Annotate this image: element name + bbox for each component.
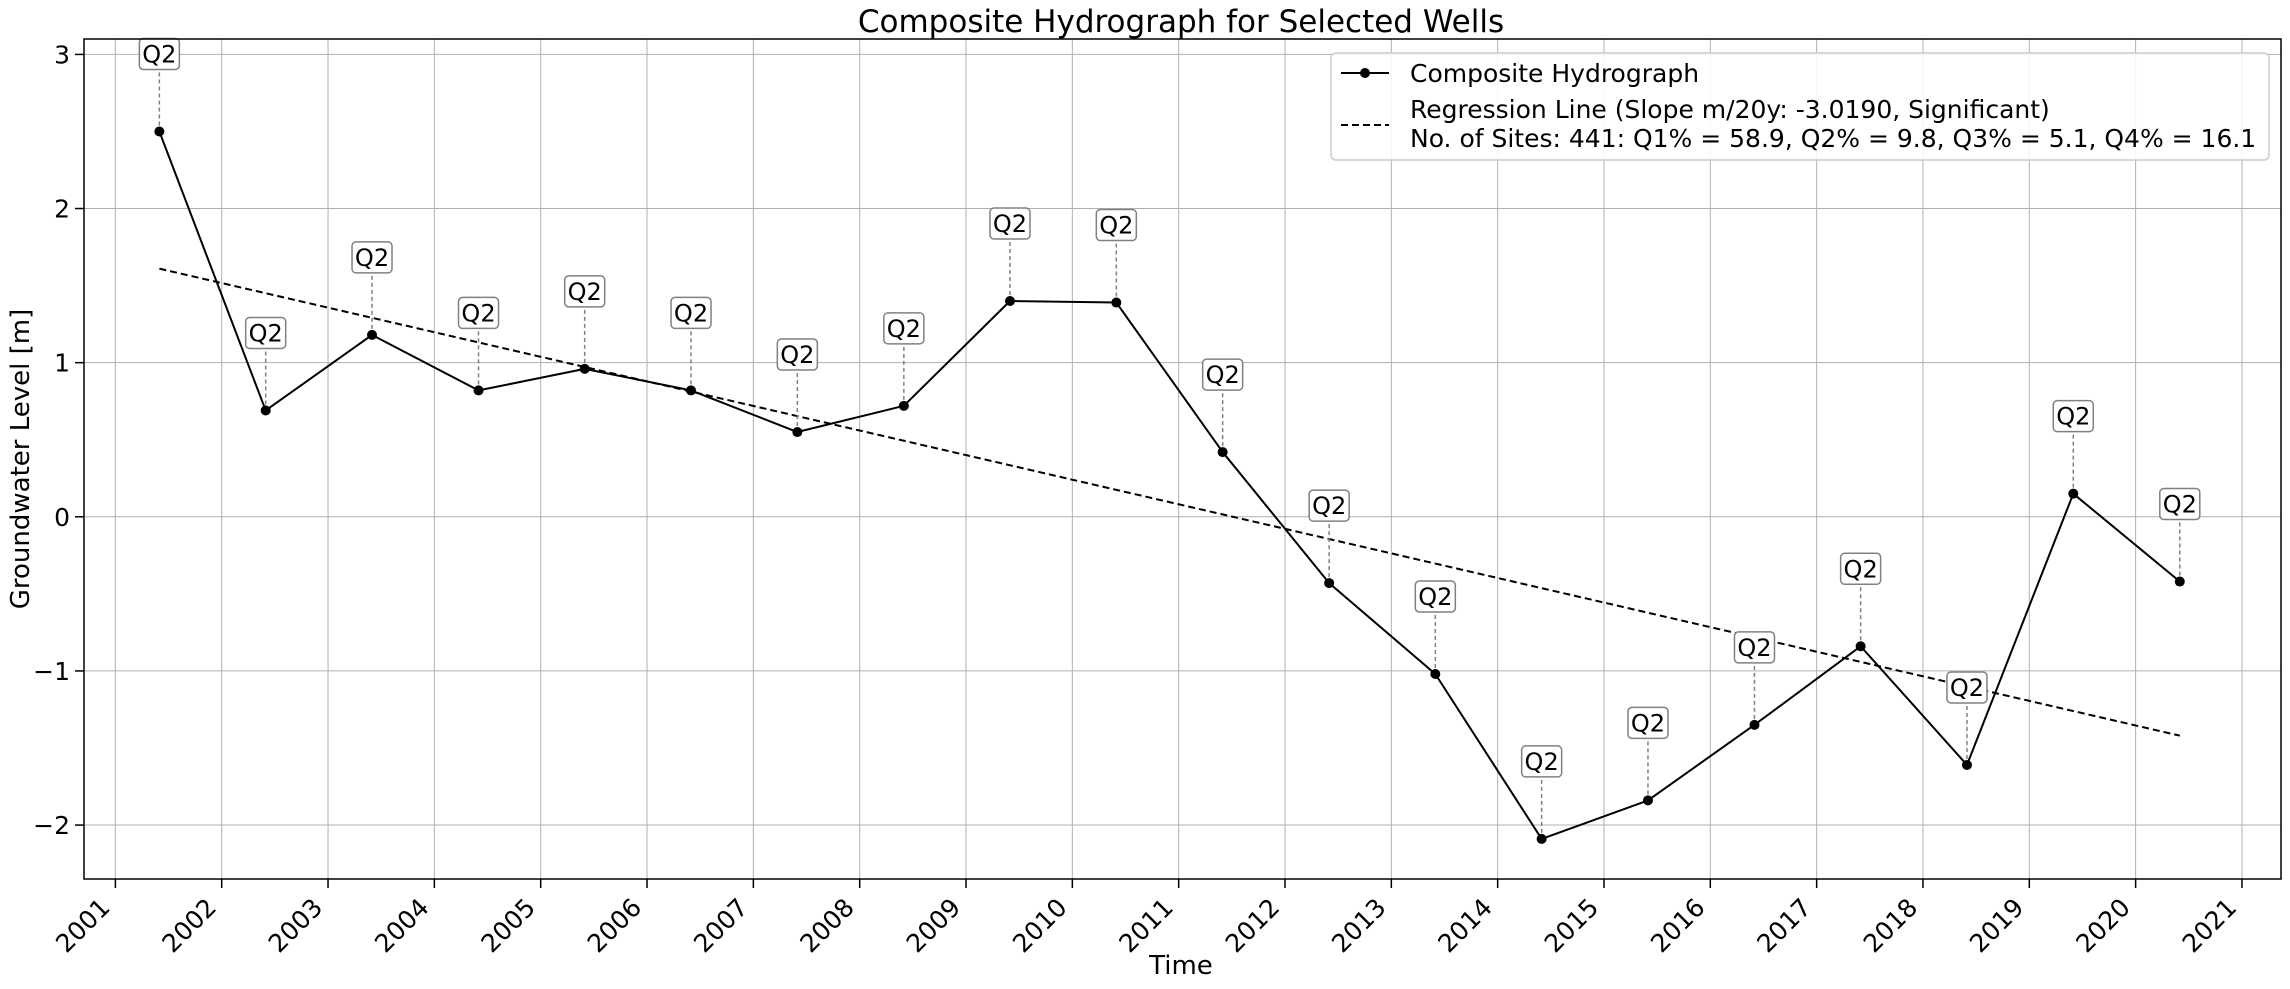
annotation-label: Q2 <box>780 341 814 369</box>
annotation-box <box>351 241 393 274</box>
y-tick-label: 1 <box>54 349 70 378</box>
annotation-label: Q2 <box>1206 361 1240 389</box>
y-tick-label: 3 <box>54 40 70 69</box>
annotation-box <box>1308 489 1350 522</box>
hydrograph-point <box>1855 641 1866 652</box>
regression-line <box>159 267 2181 737</box>
plot-frame <box>83 38 2282 880</box>
legend-hydrograph-marker <box>1360 68 1370 78</box>
hydrograph-point <box>1430 669 1441 680</box>
legend-sites-note: No. of Sites: 441: Q1% = 58.9, Q2% = 9.8… <box>1410 124 2256 153</box>
annotation-box <box>883 312 925 345</box>
annotation-label: Q2 <box>887 315 921 343</box>
annotation-box <box>1627 706 1669 740</box>
annotation-label: Q2 <box>2056 403 2090 431</box>
annotation-box <box>1733 631 1776 664</box>
hydrograph-point <box>1961 759 1972 770</box>
hydrograph-point <box>367 329 378 340</box>
annotation-label: Q2 <box>355 244 389 272</box>
annotation-label: Q2 <box>1099 212 1133 240</box>
hydrograph-point <box>1004 296 1015 307</box>
hydrograph-point <box>792 427 803 438</box>
hydrograph-line <box>158 131 2181 840</box>
hydrograph-point <box>2174 576 2185 587</box>
hydrograph-point <box>1217 447 1228 458</box>
annotation-label: Q2 <box>249 319 283 347</box>
y-tick-label: 0 <box>54 503 70 532</box>
legend-hydrograph-label: Composite Hydrograph <box>1410 59 1699 88</box>
annotation-label: Q2 <box>142 40 176 68</box>
annotation-label: Q2 <box>1950 674 1984 702</box>
annotation-label: Q2 <box>2163 491 2197 519</box>
annotation-box <box>563 275 606 308</box>
grid-lines <box>84 39 2281 879</box>
annotation-box <box>1414 580 1457 613</box>
regression-line-path <box>159 267 2181 737</box>
point-annotations: Q2 Q2 Q2 Q2 Q2 Q2 Q2 Q2 Q2 Q2 Q2 Q2 Q2 Q2 Q2 Q2 Q2 Q2 Q2 Q2 <box>138 37 2201 833</box>
composite-hydrograph-series <box>154 126 2185 844</box>
hydrograph-point <box>1536 833 1547 844</box>
annotation-box <box>776 338 819 371</box>
annotation-label: Q2 <box>993 210 1027 238</box>
annotation-box <box>1946 671 1988 704</box>
hydrograph-point <box>1111 297 1122 308</box>
annotation-box <box>1095 208 1138 242</box>
annotation-box <box>2159 487 2201 521</box>
chart-title: Composite Hydrograph for Selected Wells <box>858 4 1504 40</box>
hydrograph-point <box>154 126 165 137</box>
x-axis-title: Time <box>1148 951 1213 981</box>
hydrograph-point <box>1749 719 1760 730</box>
y-axis: 3 2 1 0 −1 −2 <box>33 40 84 840</box>
hydrograph-point <box>686 385 697 396</box>
y-tick-label: −1 <box>33 657 70 686</box>
hydrograph-point <box>1642 795 1653 806</box>
annotation-box <box>989 207 1031 240</box>
y-tick-label: −2 <box>33 811 70 840</box>
hydrograph-point <box>1324 578 1335 589</box>
annotation-box <box>1839 552 1882 586</box>
legend-regression-label: Regression Line (Slope m/20y: -3.0190, S… <box>1410 95 2050 124</box>
y-tick-label: 2 <box>54 195 70 224</box>
y-axis-title: Groundwater Level [m] <box>6 309 36 610</box>
hydrograph-point <box>473 385 484 396</box>
annotation-label: Q2 <box>568 278 602 306</box>
annotation-box <box>2052 399 2095 433</box>
legend: Composite Hydrograph Regression Line (Sl… <box>1330 52 2270 161</box>
annotation-label: Q2 <box>1525 748 1559 776</box>
annotation-box <box>1520 745 1563 778</box>
annotation-label: Q2 <box>461 299 495 327</box>
hydrograph-point <box>579 363 590 374</box>
annotation-box <box>670 296 712 330</box>
annotation-box <box>457 296 500 330</box>
annotation-box <box>244 316 287 350</box>
annotation-label: Q2 <box>1312 492 1346 520</box>
annotation-label: Q2 <box>674 299 708 327</box>
annotation-label: Q2 <box>1418 583 1452 611</box>
hydrograph-point <box>898 400 909 411</box>
legend-frame <box>1330 52 2270 161</box>
hydrograph-point <box>2068 488 2079 499</box>
annotation-label: Q2 <box>1631 709 1665 737</box>
annotation-label: Q2 <box>1844 555 1878 583</box>
annotation-box <box>1201 358 1244 391</box>
annotation-label: Q2 <box>1737 634 1771 662</box>
hydrograph-point <box>260 405 271 416</box>
